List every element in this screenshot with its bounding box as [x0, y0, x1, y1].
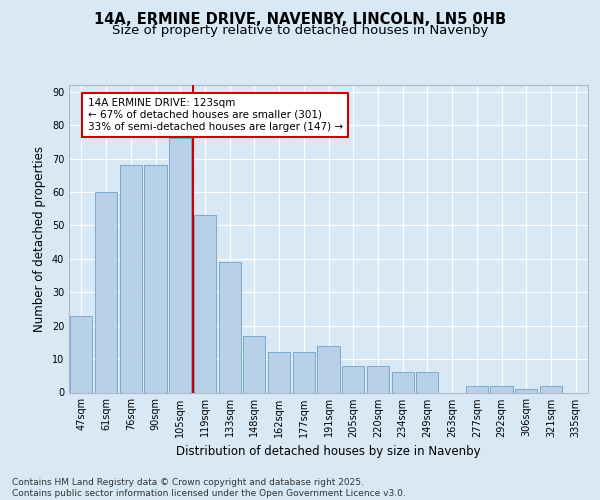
Bar [119, 165, 142, 392]
Bar [367, 366, 389, 392]
Bar [540, 386, 562, 392]
Y-axis label: Number of detached properties: Number of detached properties [33, 146, 46, 332]
Bar [194, 216, 216, 392]
Bar [268, 352, 290, 393]
Bar [416, 372, 439, 392]
Bar [490, 386, 512, 392]
X-axis label: Distribution of detached houses by size in Navenby: Distribution of detached houses by size … [176, 445, 481, 458]
Text: 14A ERMINE DRIVE: 123sqm
← 67% of detached houses are smaller (301)
33% of semi-: 14A ERMINE DRIVE: 123sqm ← 67% of detach… [88, 98, 343, 132]
Bar [342, 366, 364, 392]
Text: Contains HM Land Registry data © Crown copyright and database right 2025.
Contai: Contains HM Land Registry data © Crown c… [12, 478, 406, 498]
Bar [293, 352, 315, 393]
Bar [70, 316, 92, 392]
Text: Size of property relative to detached houses in Navenby: Size of property relative to detached ho… [112, 24, 488, 37]
Bar [218, 262, 241, 392]
Bar [169, 138, 191, 392]
Bar [317, 346, 340, 393]
Bar [145, 165, 167, 392]
Bar [392, 372, 414, 392]
Text: 14A, ERMINE DRIVE, NAVENBY, LINCOLN, LN5 0HB: 14A, ERMINE DRIVE, NAVENBY, LINCOLN, LN5… [94, 12, 506, 28]
Bar [243, 336, 265, 392]
Bar [515, 389, 538, 392]
Bar [466, 386, 488, 392]
Bar [95, 192, 117, 392]
